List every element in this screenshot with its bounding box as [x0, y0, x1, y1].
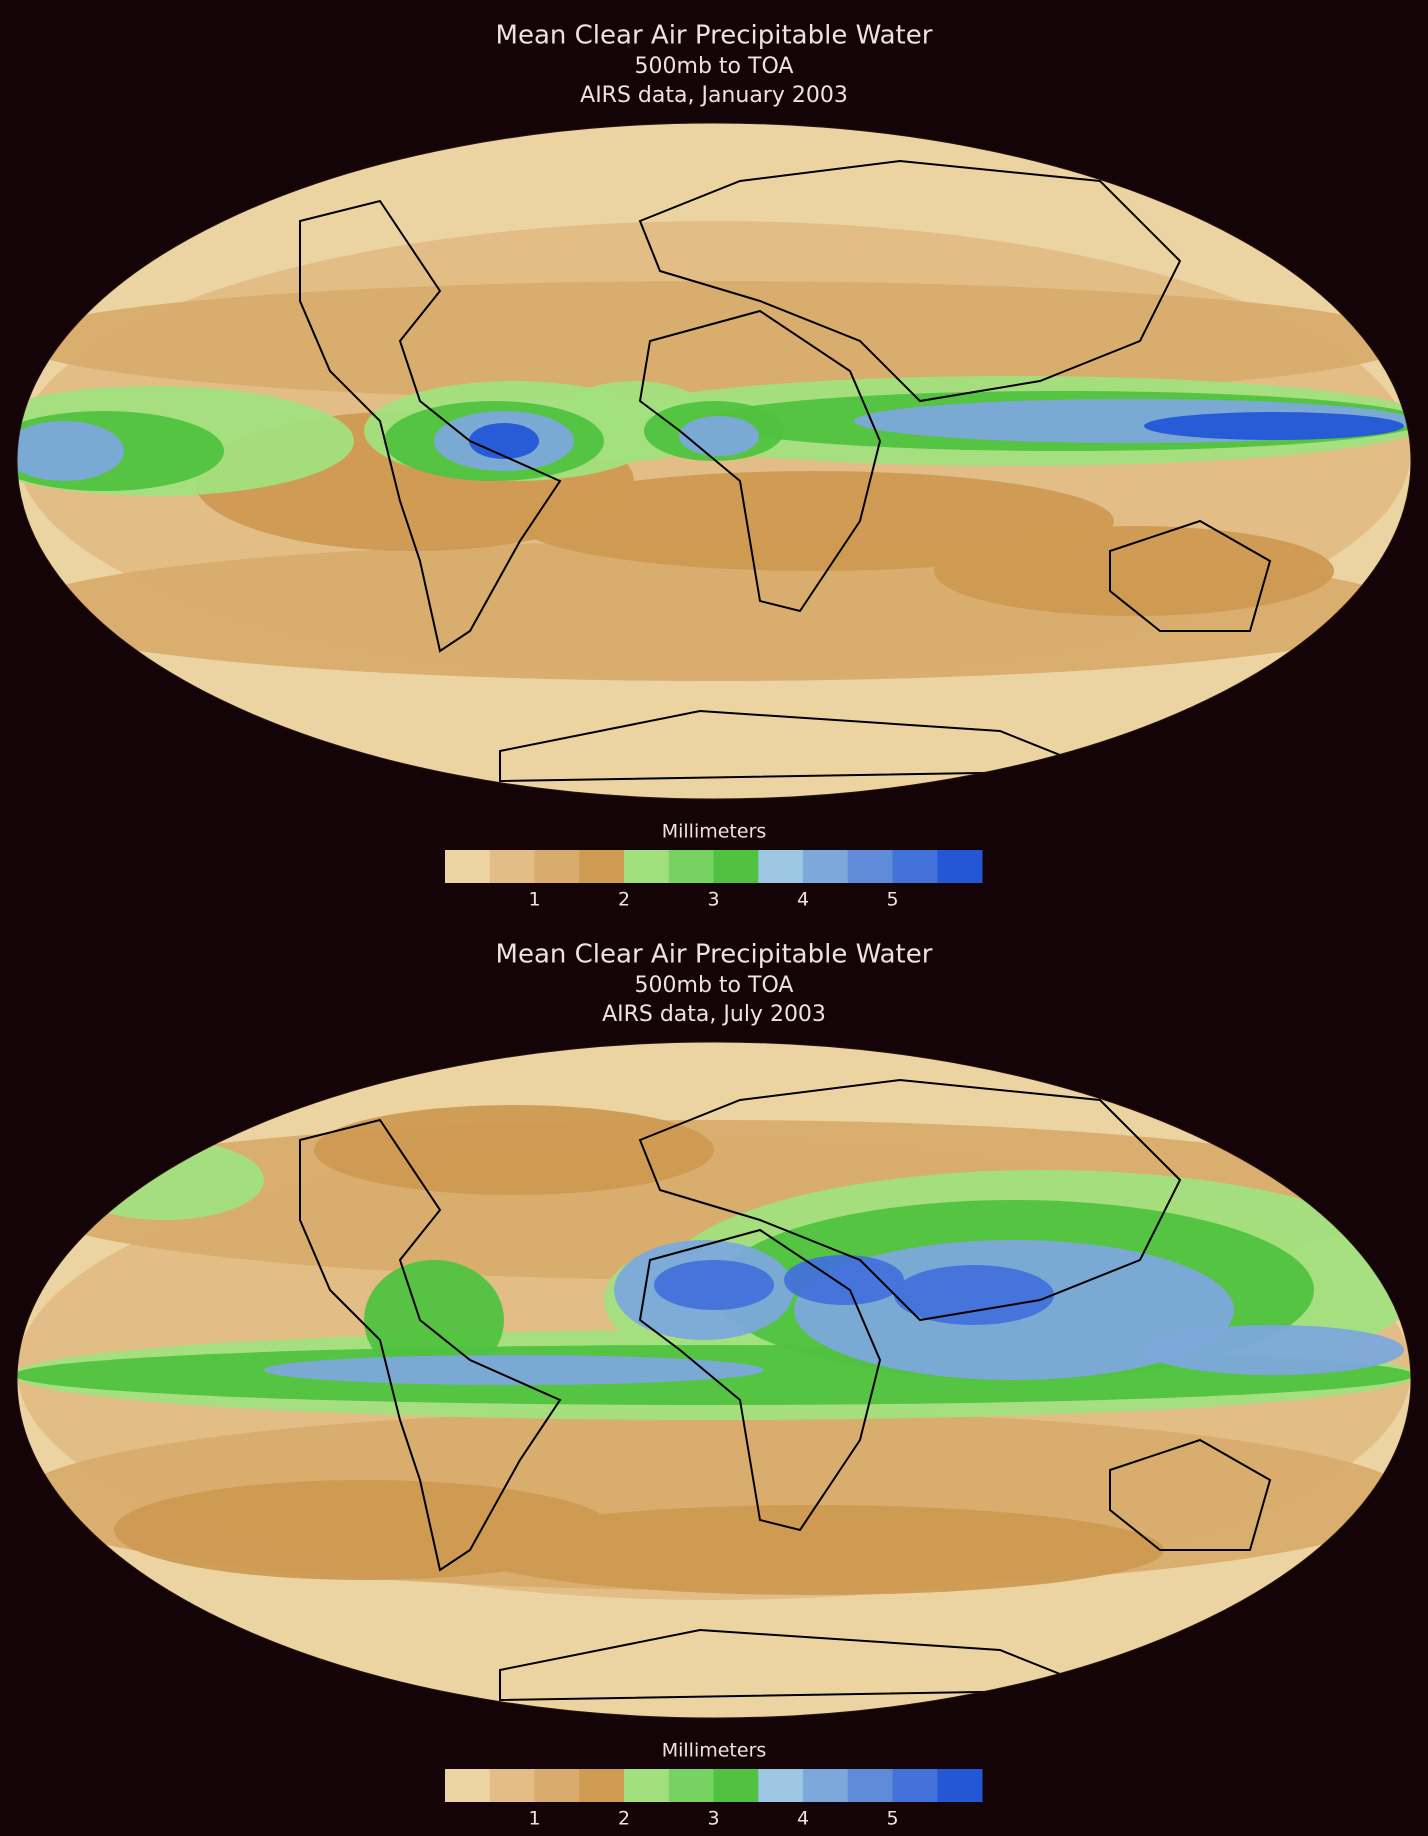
colorbar-bin [847, 850, 893, 883]
colorbar-bin [937, 850, 983, 883]
map-band [364, 1260, 504, 1380]
colorbar-bin [624, 1769, 670, 1802]
coastline [638, 1228, 882, 1532]
colorbar-bin [803, 850, 849, 883]
colorbar-tick-label: 1 [528, 889, 540, 911]
coastline [1109, 1438, 1272, 1551]
colorbar-bin [937, 1769, 983, 1802]
subtitle: 500mb to TOA [635, 973, 794, 998]
colorbar-bin [803, 1769, 849, 1802]
colorbar-bin [579, 850, 625, 883]
colorbar-tick-label: 4 [797, 1808, 809, 1830]
colorbar-bin [624, 850, 670, 883]
coastline [638, 309, 882, 613]
title: Mean Clear Air Precipitable Water [496, 940, 933, 970]
colorbar-tick-label: 5 [886, 1808, 898, 1830]
colorbar-tick-label: 3 [707, 1808, 719, 1830]
map-band [894, 1265, 1054, 1325]
coastline [638, 1078, 1182, 1322]
colorbar-bin [892, 1769, 938, 1802]
map-band [1144, 412, 1404, 440]
caption: AIRS data, July 2003 [602, 1002, 826, 1027]
colorbar-tick-label: 1 [528, 1808, 540, 1830]
panel: Mean Clear Air Precipitable Water 500mb t… [16, 21, 1412, 911]
colorbar-bin [579, 1769, 625, 1802]
map-band [654, 1260, 774, 1310]
colorbar-tick-label: 3 [707, 889, 719, 911]
panel: Mean Clear Air Precipitable Water 500mb t… [16, 940, 1412, 1830]
map [17, 123, 1411, 799]
map-outline [16, 1041, 1412, 1719]
coastline [1109, 519, 1272, 632]
map-band [514, 471, 1114, 571]
map-band [1144, 1325, 1404, 1375]
map-band [679, 416, 759, 456]
subtitle: 500mb to TOA [635, 54, 794, 79]
colorbar-label: Millimeters [662, 1740, 767, 1762]
map-band [314, 1105, 714, 1195]
colorbar-bin [534, 1769, 580, 1802]
colorbar-bin [668, 850, 714, 883]
colorbar-tick-label: 2 [618, 889, 630, 911]
colorbar-bin [713, 1769, 759, 1802]
colorbar-label: Millimeters [662, 821, 767, 843]
map [17, 1042, 1411, 1718]
coastline [299, 199, 562, 653]
caption: AIRS data, January 2003 [580, 83, 848, 108]
colorbar-bin [489, 1769, 535, 1802]
map-band [464, 1505, 1164, 1595]
colorbar-bin [445, 850, 491, 883]
colorbar-bin [758, 850, 804, 883]
colorbar-bin [892, 850, 938, 883]
colorbar-bin [489, 850, 535, 883]
coastline [499, 1628, 1101, 1702]
map-band [784, 1255, 904, 1305]
colorbar-tick-label: 4 [797, 889, 809, 911]
colorbar-bin [668, 1769, 714, 1802]
map-band [17, 421, 124, 481]
colorbar-bin [758, 1769, 804, 1802]
coastline [299, 1118, 562, 1572]
colorbar-bin [713, 850, 759, 883]
colorbar-bin [445, 1769, 491, 1802]
map-band [64, 1140, 264, 1220]
colorbar-tick-label: 2 [618, 1808, 630, 1830]
map-outline [16, 122, 1412, 800]
map-band [469, 423, 539, 459]
coastline [638, 159, 1182, 403]
map-band [934, 526, 1334, 616]
colorbar-bin [534, 850, 580, 883]
title: Mean Clear Air Precipitable Water [496, 21, 933, 51]
coastline [499, 709, 1101, 783]
colorbar-bin [847, 1769, 893, 1802]
colorbar-tick-label: 5 [886, 889, 898, 911]
